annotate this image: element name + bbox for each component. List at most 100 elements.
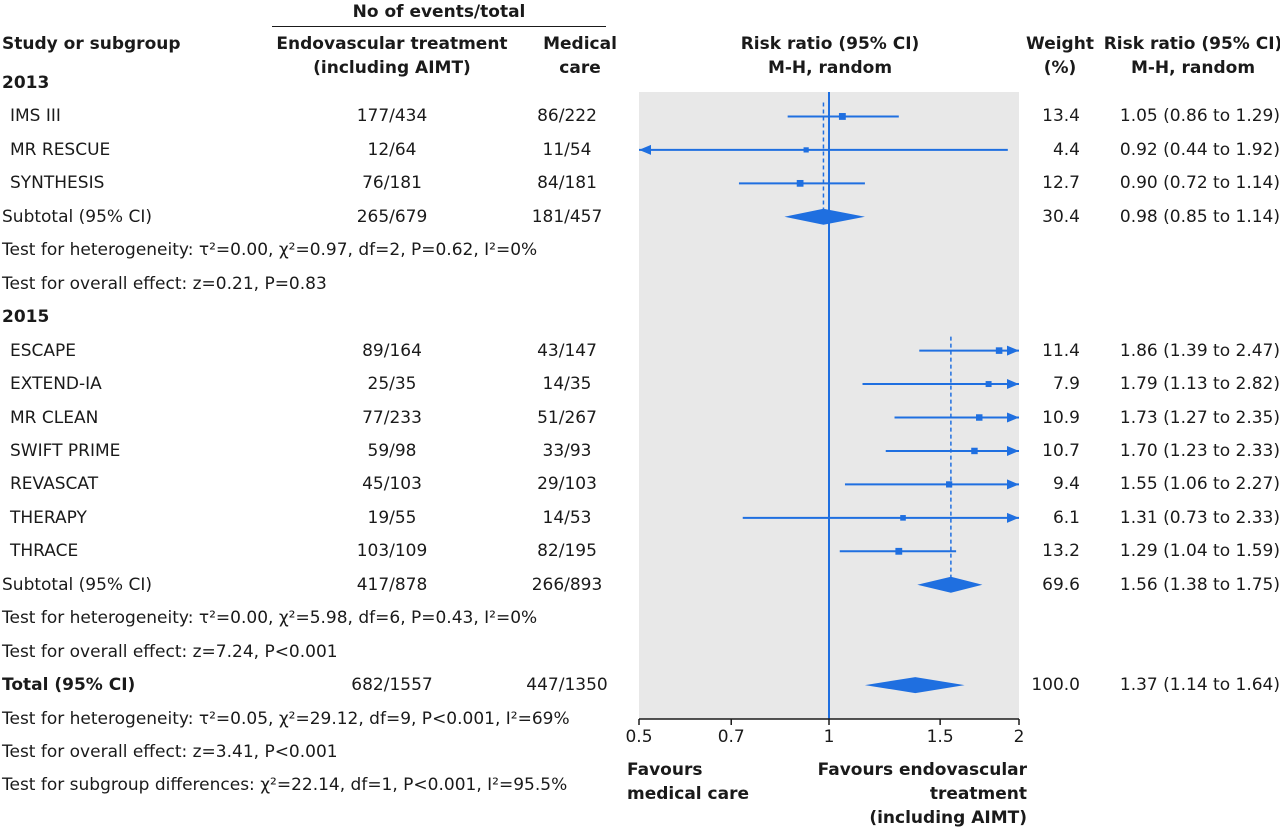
study-rr-text: 0.92 (0.44 to 1.92) (1119, 139, 1280, 160)
subgroup-heading: 2015 (2, 307, 50, 328)
total-diamond (864, 677, 965, 694)
study-rr-text: 1.70 (1.23 to 2.33) (1119, 440, 1280, 461)
study-weight: 10.9 (1042, 407, 1080, 428)
subtotal-weight: 30.4 (1042, 206, 1080, 227)
endo-events: 25/35 (367, 374, 417, 395)
subtotal-medical-events: 266/893 (531, 574, 603, 595)
endo-events: 59/98 (367, 440, 417, 461)
study-rr-text: 1.55 (1.06 to 2.27) (1119, 474, 1280, 495)
medical-events: 86/222 (537, 106, 597, 127)
study-weight: 9.4 (1052, 474, 1080, 495)
plot-column-header-line1: Risk ratio (95% CI) (740, 34, 920, 54)
study-point-marker (796, 179, 804, 187)
study-name: MR RESCUE (10, 139, 111, 160)
x-axis-tick-label: 0.7 (717, 727, 745, 747)
study-name: THRACE (10, 541, 79, 562)
study-arrow-right (1007, 379, 1019, 390)
study-weight: 13.4 (1042, 106, 1080, 127)
study-rr-text: 1.31 (0.73 to 2.33) (1119, 507, 1280, 528)
study-rr-text: 1.86 (1.39 to 2.47) (1119, 340, 1280, 361)
study-name: IMS III (10, 106, 61, 127)
subtotal-diamond (917, 576, 983, 593)
endo-events: 89/164 (362, 340, 422, 361)
study-weight: 13.2 (1042, 541, 1080, 562)
endo-events: 77/233 (362, 407, 422, 428)
study-column-header: Study or subgroup (2, 34, 181, 54)
endo-events: 76/181 (362, 173, 422, 194)
subgroup-test-note: Test for overall effect: z=7.24, P<0.001 (2, 641, 338, 662)
endo-events: 103/109 (356, 541, 428, 562)
study-point-marker (803, 147, 809, 153)
subtotal-rr-text: 0.98 (0.85 to 1.14) (1119, 206, 1280, 227)
study-point-marker (995, 347, 1003, 354)
study-point-marker (900, 515, 906, 521)
rr-text-column-header-line1: Risk ratio (95% CI) (1103, 34, 1280, 54)
study-rr-text: 1.73 (1.27 to 2.35) (1119, 407, 1280, 428)
medical-events: 29/103 (537, 474, 597, 495)
events-header-rule (272, 26, 606, 27)
subtotal-rr-text: 1.56 (1.38 to 1.75) (1119, 574, 1280, 595)
study-name: EXTEND-IA (10, 374, 102, 395)
medical-events: 11/54 (542, 139, 592, 160)
study-name: MR CLEAN (10, 407, 99, 428)
study-arrow-left (639, 144, 651, 155)
study-arrow-right (1007, 512, 1019, 523)
rr-text-column-header-line2: M-H, random (1130, 58, 1256, 78)
study-name: ESCAPE (10, 340, 77, 361)
study-point-marker (971, 447, 978, 455)
study-weight: 7.9 (1052, 374, 1080, 395)
study-point-marker (838, 113, 846, 120)
subgroup-test-note: Test for overall effect: z=0.21, P=0.83 (2, 273, 327, 294)
subtotal-label: Subtotal (95% CI) (2, 206, 152, 227)
favours-right-line2: treatment (929, 784, 1027, 804)
medical-events: 43/147 (537, 340, 597, 361)
favours-left-line2: medical care (627, 784, 749, 804)
medical-events: 84/181 (537, 173, 597, 194)
weight-column-header-line1: Weight (1026, 34, 1094, 54)
plot-column-header-line2: M-H, random (767, 58, 893, 78)
total-rr-text: 1.37 (1.14 to 1.64) (1119, 675, 1280, 696)
medical-events: 14/35 (542, 374, 592, 395)
medical-events: 14/53 (542, 507, 592, 528)
endo-events: 19/55 (367, 507, 417, 528)
endo-column-header-line1: Endovascular treatment (276, 34, 508, 54)
study-name: THERAPY (10, 507, 87, 528)
medical-column-header-line2: care (559, 58, 601, 78)
favours-left-line1: Favours (627, 760, 703, 780)
endo-events: 177/434 (356, 106, 428, 127)
study-weight: 12.7 (1042, 173, 1080, 194)
total-weight: 100.0 (1031, 675, 1080, 696)
subtotal-weight: 69.6 (1042, 574, 1080, 595)
study-name: REVASCAT (10, 474, 99, 495)
study-weight: 11.4 (1042, 340, 1080, 361)
study-rr-text: 1.79 (1.13 to 2.82) (1119, 374, 1280, 395)
favours-right-line1: Favours endovascular (817, 760, 1027, 780)
medical-events: 82/195 (537, 541, 597, 562)
x-axis-tick-label: 1.5 (926, 727, 954, 747)
study-rr-text: 0.90 (0.72 to 1.14) (1119, 173, 1280, 194)
study-arrow-right (1007, 345, 1019, 356)
endo-events: 12/64 (367, 139, 417, 160)
overall-test-note: Test for heterogeneity: τ²=0.05, χ²=29.1… (2, 708, 570, 729)
study-arrow-right (1007, 412, 1019, 423)
subtotal-medical-events: 181/457 (531, 206, 603, 227)
study-arrow-right (1007, 445, 1019, 456)
study-point-marker (895, 547, 903, 555)
total-label: Total (95% CI) (2, 675, 136, 696)
study-weight: 6.1 (1052, 507, 1080, 528)
overall-test-note: Test for subgroup differences: χ²=22.14,… (2, 775, 568, 796)
study-point-marker (985, 381, 992, 388)
study-rr-text: 1.05 (0.86 to 1.29) (1119, 106, 1280, 127)
study-weight: 4.4 (1052, 139, 1080, 160)
medical-events: 33/93 (542, 440, 592, 461)
endo-column-header-line2: (including AIMT) (313, 58, 471, 78)
medical-events: 51/267 (537, 407, 597, 428)
x-axis-tick-label: 1 (823, 727, 835, 747)
x-axis-tick-label: 2 (1013, 727, 1025, 747)
study-point-marker (976, 414, 983, 421)
subtotal-endo-events: 417/878 (356, 574, 428, 595)
study-name: SWIFT PRIME (10, 440, 121, 461)
subtotal-label: Subtotal (95% CI) (2, 574, 152, 595)
subgroup-heading: 2013 (2, 73, 50, 93)
